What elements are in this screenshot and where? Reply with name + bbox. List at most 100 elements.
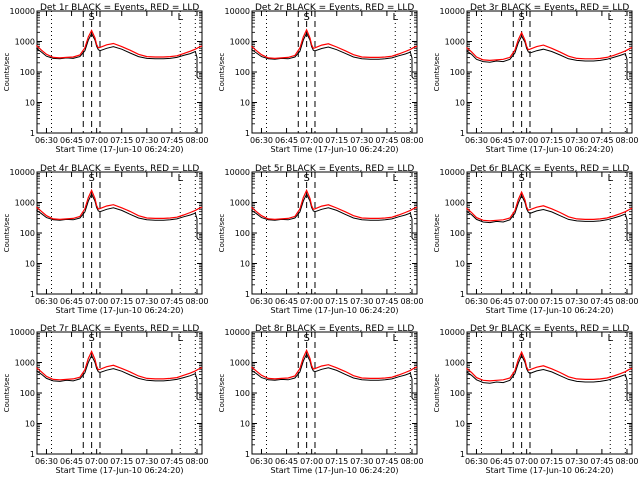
x-axis-label: Start Time (17-Jun-10 06:24:20) — [271, 145, 399, 154]
x-tick-label: 06:30 — [35, 457, 58, 466]
x-tick-label: 06:30 — [250, 297, 273, 306]
y-tick-label: 10 — [240, 99, 250, 108]
x-axis-label: Start Time (17-Jun-10 06:24:20) — [56, 145, 184, 154]
y-axis-label: Counts/sec — [433, 53, 441, 92]
x-tick-label: 07:00 — [300, 136, 323, 145]
y-tick-label: 10000 — [225, 7, 250, 16]
y-tick-label: 100 — [20, 389, 35, 398]
y-tick-label: 1 — [30, 450, 35, 459]
detector-panel-9: Det 9r BLACK = Events, RED = LLD 1 10 100 10… — [433, 324, 639, 475]
x-tick-label: 08:00 — [615, 136, 638, 145]
x-tick-label: 06:30 — [35, 297, 58, 306]
x-tick-label: 07:30 — [350, 297, 373, 306]
y-tick-label: 100 — [450, 68, 465, 77]
panel-title: Det 4r BLACK = Events, RED = LLD — [40, 164, 199, 174]
x-tick-label: 07:15 — [110, 297, 133, 306]
x-tick-label: 06:45 — [275, 136, 298, 145]
plot-frame — [36, 10, 203, 134]
x-tick-label: 07:30 — [135, 457, 158, 466]
x-axis-label: Start Time (17-Jun-10 06:24:20) — [486, 145, 614, 154]
marker-label: L — [607, 173, 613, 184]
y-tick-label: 1000 — [15, 359, 35, 368]
series-line-lld — [466, 31, 633, 62]
y-axis-label: Counts/sec — [433, 374, 441, 413]
y-tick-label: 100 — [235, 389, 250, 398]
x-tick-label: 07:45 — [590, 297, 613, 306]
x-tick-label: 06:45 — [275, 297, 298, 306]
y-tick-label: 1 — [460, 290, 465, 299]
x-tick-label: 07:45 — [160, 297, 183, 306]
y-tick-label: 10 — [455, 420, 465, 429]
series-line-lld — [35, 29, 203, 59]
y-axis-label: Counts/sec — [218, 214, 226, 253]
y-tick-label: 1000 — [445, 359, 465, 368]
y-axis-label: Counts/sec — [3, 374, 11, 413]
x-tick-label: 06:45 — [60, 297, 83, 306]
plot-frame — [251, 171, 418, 295]
marker-label: S — [88, 173, 94, 184]
x-tick-label: 07:45 — [375, 297, 398, 306]
detector-panel-1: Det 1r BLACK = Events, RED = LLD 1 10 100 10… — [3, 3, 209, 154]
marker-label: L — [607, 333, 613, 344]
marker-label: L — [392, 173, 398, 184]
x-tick-label: 07:30 — [565, 297, 588, 306]
series-line-lld — [36, 350, 203, 381]
marker-label: L — [392, 333, 398, 344]
series-line-events — [466, 354, 629, 402]
panel-title: Det 1r BLACK = Events, RED = LLD — [40, 3, 199, 13]
marker-label: L — [177, 12, 183, 23]
plot-frame — [251, 331, 418, 455]
detector-panel-5: Det 5r BLACK = Events, RED = LLD 1 10 100 10… — [218, 164, 424, 315]
panel-title: Det 2r BLACK = Events, RED = LLD — [255, 3, 414, 13]
panel-title: Det 5r BLACK = Events, RED = LLD — [255, 164, 414, 174]
marker-label: S — [518, 333, 524, 344]
y-tick-label: 10000 — [440, 168, 465, 177]
x-tick-label: 08:00 — [400, 457, 423, 466]
y-axis-label: Counts/sec — [218, 53, 226, 92]
y-tick-label: 1000 — [445, 38, 465, 47]
y-axis-label: Counts/sec — [3, 53, 11, 92]
y-tick-label: 1 — [30, 290, 35, 299]
x-tick-label: 07:45 — [590, 136, 613, 145]
x-tick-label: 07:00 — [85, 136, 108, 145]
x-tick-label: 07:15 — [325, 136, 348, 145]
x-tick-label: 08:00 — [185, 297, 208, 306]
x-tick-label: 07:30 — [135, 297, 158, 306]
x-axis-label: Start Time (17-Jun-10 06:24:20) — [486, 306, 614, 315]
x-tick-label: 06:30 — [465, 297, 488, 306]
x-tick-label: 07:30 — [135, 136, 158, 145]
x-tick-label: 07:15 — [110, 457, 133, 466]
y-tick-label: 100 — [235, 229, 250, 238]
marker-label: L — [177, 333, 183, 344]
x-tick-label: 07:30 — [350, 457, 373, 466]
series-line-lld — [251, 28, 418, 60]
x-tick-label: 08:00 — [185, 457, 208, 466]
y-tick-label: 1000 — [230, 199, 250, 208]
y-tick-label: 1 — [245, 129, 250, 138]
x-tick-label: 08:00 — [400, 297, 423, 306]
x-tick-label: 06:45 — [490, 457, 513, 466]
x-tick-label: 06:30 — [465, 136, 488, 145]
plot-frame — [466, 331, 633, 455]
x-axis-label: Start Time (17-Jun-10 06:24:20) — [486, 466, 614, 475]
x-tick-label: 07:15 — [325, 457, 348, 466]
y-tick-label: 1000 — [15, 199, 35, 208]
x-tick-label: 07:30 — [565, 136, 588, 145]
series-line-events — [466, 35, 629, 81]
y-tick-label: 10000 — [440, 328, 465, 337]
y-tick-label: 10 — [25, 420, 35, 429]
series-line-events — [251, 352, 415, 401]
y-tick-label: 10000 — [225, 168, 250, 177]
x-tick-label: 07:00 — [300, 457, 323, 466]
x-tick-label: 07:30 — [565, 457, 588, 466]
x-tick-label: 07:15 — [540, 457, 563, 466]
x-tick-label: 08:00 — [400, 136, 423, 145]
panel-title: Det 7r BLACK = Events, RED = LLD — [40, 324, 199, 334]
y-tick-label: 1000 — [15, 38, 35, 47]
series-line-lld — [251, 188, 418, 221]
y-tick-label: 1 — [30, 129, 35, 138]
detector-panel-4: Det 4r BLACK = Events, RED = LLD 1 10 100 10… — [3, 164, 209, 315]
x-tick-label: 07:00 — [300, 297, 323, 306]
x-tick-label: 07:45 — [375, 136, 398, 145]
